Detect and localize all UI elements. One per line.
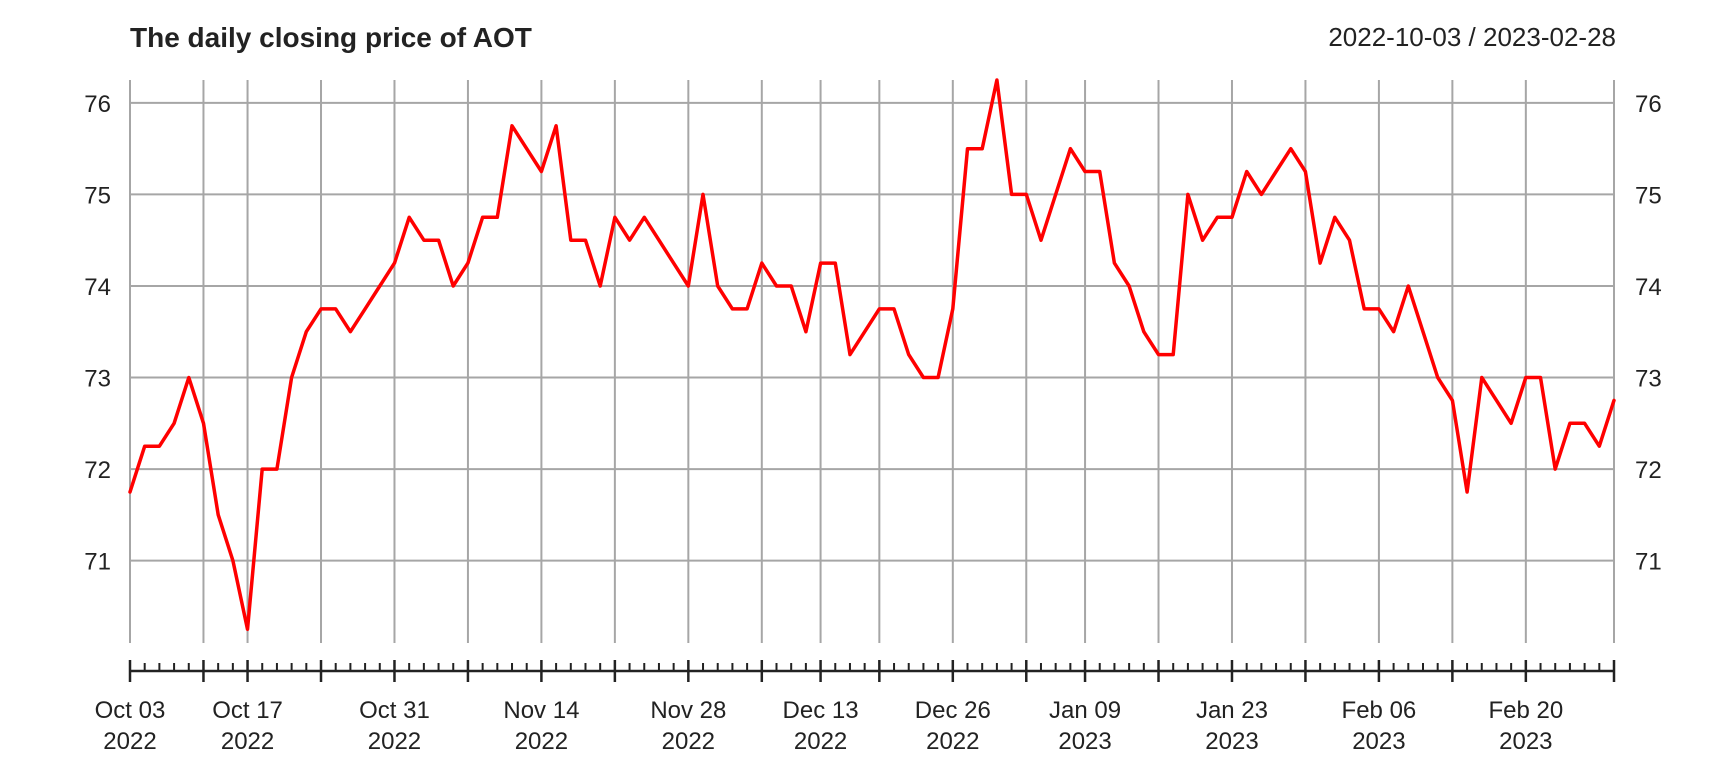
- y-tick-label-right: 71: [1635, 549, 1662, 576]
- x-tick-label-year: 2022: [221, 728, 274, 755]
- x-tick-label: Oct 31: [359, 697, 430, 724]
- x-tick-label: Nov 14: [503, 697, 579, 724]
- x-tick-label-year: 2022: [368, 728, 421, 755]
- x-tick-label-year: 2023: [1058, 728, 1111, 755]
- y-tick-label-right: 74: [1635, 274, 1662, 301]
- x-tick-label: Oct 03: [95, 697, 166, 724]
- series-line: [128, 78, 1616, 632]
- chart-title: The daily closing price of AOT: [130, 22, 532, 53]
- x-tick-label: Jan 23: [1196, 697, 1268, 724]
- x-tick-label-year: 2022: [662, 728, 715, 755]
- x-tick-label: Dec 26: [915, 697, 991, 724]
- y-tick-label-left: 73: [84, 366, 111, 393]
- x-tick-label: Nov 28: [650, 697, 726, 724]
- y-tick-label-left: 71: [84, 549, 111, 576]
- y-tick-label-left: 76: [84, 91, 111, 118]
- x-tick-label-year: 2023: [1499, 728, 1552, 755]
- y-tick-label-right: 72: [1635, 457, 1662, 484]
- x-tick-label: Jan 09: [1049, 697, 1121, 724]
- x-tick-label-year: 2022: [926, 728, 979, 755]
- y-tick-label-right: 76: [1635, 91, 1662, 118]
- x-axis: Oct 03 2022 Oct 17 2022 Oct 31 2022 Nov 14 2022…: [95, 660, 1616, 755]
- x-tick-label: Oct 17: [212, 697, 283, 724]
- y-tick-label-left: 72: [84, 457, 111, 484]
- y-tick-label-right: 75: [1635, 182, 1662, 209]
- x-tick-label-year: 2023: [1205, 728, 1258, 755]
- y-tick-label-left: 74: [84, 274, 111, 301]
- x-tick-label-year: 2022: [515, 728, 568, 755]
- x-tick-label: Feb 06: [1342, 697, 1417, 724]
- horizontal-gridlines: [130, 101, 1614, 562]
- date-range-label: 2022-10-03 / 2023-02-28: [1328, 22, 1616, 52]
- x-tick-label-year: 2022: [794, 728, 847, 755]
- x-tick-label-year: 2022: [103, 728, 156, 755]
- y-tick-label-right: 73: [1635, 366, 1662, 393]
- x-tick-label: Feb 20: [1488, 697, 1563, 724]
- x-tick-label-year: 2023: [1352, 728, 1405, 755]
- y-axis-right: 71 72 73 74 75 76: [1635, 91, 1662, 576]
- y-axis-left: 71 72 73 74 75 76: [84, 91, 111, 576]
- series-layer: [128, 78, 1616, 632]
- y-tick-label-left: 75: [84, 182, 111, 209]
- vertical-gridlines: [129, 80, 1615, 643]
- x-tick-label: Dec 13: [783, 697, 859, 724]
